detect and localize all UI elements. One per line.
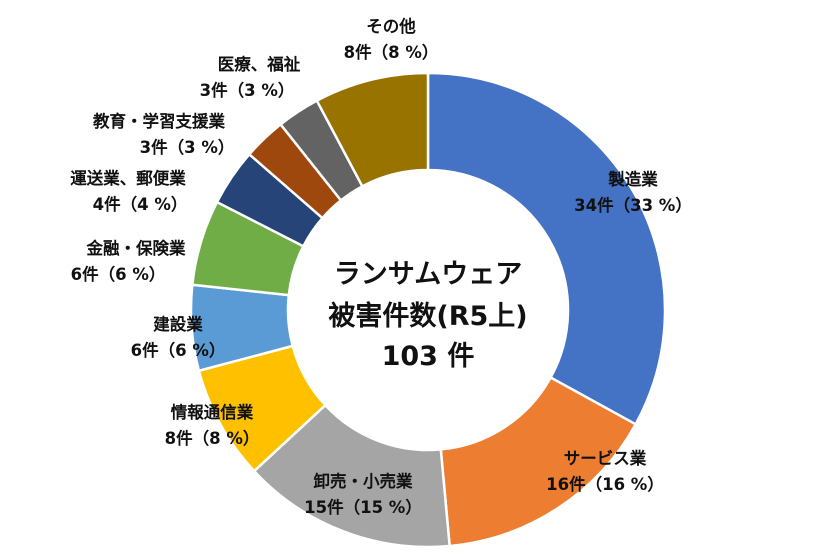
center-total-count: 103 件 xyxy=(382,341,475,372)
label-category-ict: 情報通信業 xyxy=(171,402,254,422)
label-category-transport: 運送業、郵便業 xyxy=(70,168,186,188)
label-value-services: 16件（16 %） xyxy=(546,474,664,494)
label-value-education: 3件（3 %） xyxy=(140,137,235,157)
label-category-manufacturing: 製造業 xyxy=(607,169,658,189)
center-title-line2: 被害件数(R5上) xyxy=(328,300,527,332)
label-category-other: その他 xyxy=(366,16,416,36)
label-value-other: 8件（8 %） xyxy=(344,42,439,62)
label-category-services: サービス業 xyxy=(564,448,647,468)
label-value-retail: 15件（15 %） xyxy=(304,497,422,517)
label-value-transport: 4件（4 %） xyxy=(93,194,188,214)
donut-slices xyxy=(189,71,667,549)
donut-slice-9 xyxy=(315,71,430,189)
label-category-finance: 金融・保険業 xyxy=(86,238,187,258)
label-value-manufacturing: 34件（33 %） xyxy=(574,195,692,215)
label-value-ict: 8件（8 %） xyxy=(165,428,260,448)
label-category-construction: 建設業 xyxy=(153,314,203,334)
label-value-finance: 6件（6 %） xyxy=(71,264,166,284)
label-value-construction: 6件（6 %） xyxy=(131,340,226,360)
donut-slice-0 xyxy=(426,71,667,427)
donut-slice-1 xyxy=(439,375,638,548)
label-category-retail: 卸売・小売業 xyxy=(314,471,414,491)
label-value-healthcare: 3件（3 %） xyxy=(200,80,295,100)
label-category-healthcare: 医療、福祉 xyxy=(218,54,301,74)
center-title-line1: ランサムウェア xyxy=(334,259,522,290)
label-category-education: 教育・学習支援業 xyxy=(92,111,226,131)
